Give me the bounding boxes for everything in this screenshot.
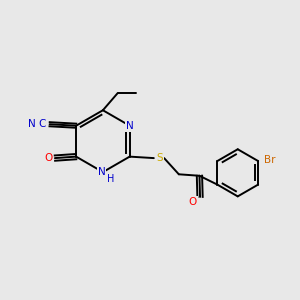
- Text: Br: Br: [264, 154, 275, 165]
- Text: N: N: [126, 121, 134, 131]
- Text: O: O: [44, 153, 52, 163]
- Text: N: N: [28, 119, 36, 129]
- Text: O: O: [188, 197, 197, 207]
- Text: N: N: [98, 167, 105, 177]
- Text: S: S: [156, 153, 163, 163]
- Text: C: C: [38, 119, 45, 129]
- Text: H: H: [107, 174, 115, 184]
